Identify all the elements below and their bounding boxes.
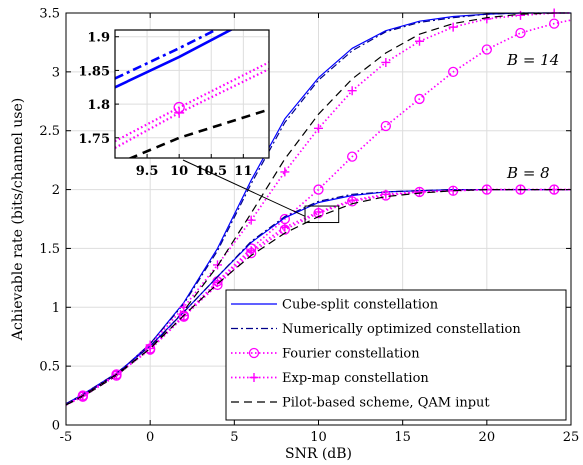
- data-point: [314, 123, 323, 133]
- inset-y-tick-label: 1.9: [87, 31, 110, 46]
- curve-group-label: B = 8: [506, 164, 550, 182]
- x-tick-label: 10: [310, 430, 327, 445]
- y-tick-label: 3: [52, 65, 60, 80]
- zoom-connector: [182, 159, 306, 217]
- x-tick-label: 0: [146, 430, 154, 445]
- series-1: [65, 12, 571, 405]
- data-point: [414, 93, 425, 105]
- series-line: [65, 19, 572, 406]
- inset-series-layer: [115, 30, 269, 158]
- x-tick-label: 5: [230, 430, 238, 445]
- legend-label: Pilot-based scheme, QAM input: [282, 396, 490, 411]
- data-point: [347, 151, 358, 162]
- series-line: [65, 12, 571, 406]
- x-tick-label: 20: [479, 430, 496, 445]
- x-tick-label: 15: [394, 430, 411, 445]
- legend-label: Numerically optimized constellation: [282, 322, 521, 337]
- inset-y-tick-label: 1.85: [78, 64, 110, 79]
- annotations: B = 14 B = 8: [506, 51, 559, 182]
- x-tick-label: 25: [563, 430, 580, 445]
- inset-zoom: 9.5 10 10.5 11 1.75 1.8 1.85 1.9: [78, 29, 340, 224]
- inset-y-tick-label: 1.8: [87, 98, 110, 113]
- series-layer: [65, 8, 572, 406]
- inset-x-tick-label: 11: [234, 164, 252, 179]
- data-point: [516, 10, 525, 20]
- data-point: [448, 66, 459, 78]
- x-tick-label: -5: [60, 430, 73, 445]
- legend-item: Exp-map constellation: [231, 371, 429, 386]
- data-point: [549, 18, 560, 29]
- data-point: [381, 57, 391, 67]
- inset-series-1: [115, 30, 219, 80]
- y-axis-label: Achievable rate (bits/channel use): [10, 98, 26, 341]
- series-line: [65, 12, 571, 405]
- inset-series-line: [115, 68, 269, 149]
- zoom-box: [304, 205, 340, 224]
- y-tick-label: 3.5: [39, 7, 60, 22]
- legend-item: Pilot-based scheme, QAM input: [231, 396, 490, 411]
- inset-series-4: [127, 108, 269, 158]
- legend-item: Fourier constellation: [231, 347, 420, 362]
- legend-box: [225, 289, 567, 421]
- data-point: [313, 184, 324, 195]
- inset-data-point: [174, 107, 185, 118]
- legend-marker: [249, 373, 259, 382]
- inset-y-tick-label: 1.75: [78, 132, 110, 147]
- inset-x-tick-label: 10: [170, 164, 188, 179]
- y-tick-label: 2: [52, 183, 60, 198]
- inset-series-line: [115, 30, 219, 80]
- data-point: [213, 278, 222, 288]
- data-point: [415, 36, 424, 46]
- data-point: [246, 215, 256, 225]
- data-point: [145, 343, 155, 353]
- legend-label: Cube-split constellation: [282, 298, 439, 313]
- data-point: [347, 86, 357, 96]
- series-line: [65, 189, 571, 406]
- legend-label: Exp-map constellation: [282, 371, 429, 386]
- series-9: [65, 189, 571, 406]
- data-point: [415, 187, 424, 197]
- legend-marker: [248, 347, 260, 359]
- inset-series-line: [115, 61, 269, 143]
- data-point: [314, 207, 323, 217]
- y-tick-label: 1: [52, 301, 60, 316]
- data-point: [515, 27, 526, 39]
- inset-series-line: [127, 108, 269, 158]
- data-point: [381, 189, 391, 199]
- legend-item: Numerically optimized constellation: [231, 322, 521, 337]
- legend: Cube-split constellation Numerically opti…: [225, 289, 567, 421]
- inset-frame: [114, 29, 270, 159]
- inset-x-tick-label: 9.5: [136, 164, 159, 179]
- y-tick-label: 0.5: [39, 360, 60, 375]
- data-point: [280, 222, 290, 232]
- y-tick-label: 1.5: [39, 242, 60, 257]
- inset-series-3: [115, 68, 269, 149]
- data-point: [448, 22, 458, 32]
- data-point: [213, 260, 222, 270]
- y-tick-label: 0: [52, 419, 60, 434]
- y-tick-label: 2.5: [39, 124, 60, 139]
- inset-x-tick-label: 10.5: [195, 164, 227, 179]
- data-point: [246, 246, 256, 256]
- inset-series-line: [115, 30, 234, 89]
- series-4: [65, 12, 571, 406]
- curve-group-label: B = 14: [506, 51, 559, 69]
- data-point: [280, 167, 290, 177]
- data-point: [380, 120, 391, 132]
- legend-label: Fourier constellation: [282, 347, 420, 362]
- data-point: [481, 44, 492, 55]
- inset-series-0: [115, 30, 234, 89]
- x-axis-label: SNR (dB): [285, 446, 352, 462]
- legend-item: Cube-split constellation: [231, 298, 439, 313]
